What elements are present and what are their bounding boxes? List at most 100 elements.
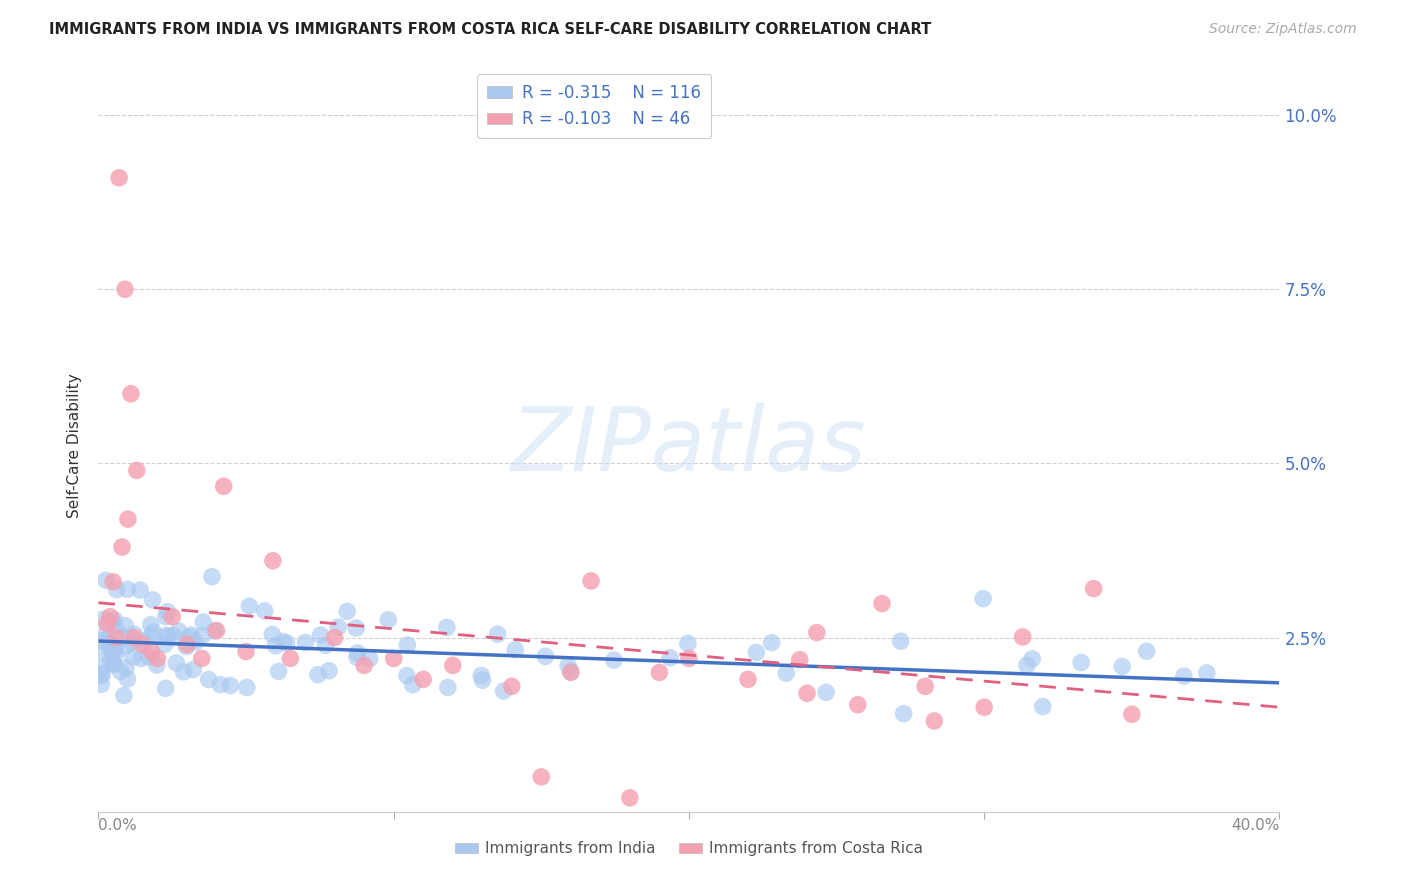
Point <box>1070 656 1092 670</box>
Point <box>146 651 169 665</box>
Point <box>155 681 177 696</box>
Point <box>191 651 214 665</box>
Point <box>267 665 290 679</box>
Text: Source: ZipAtlas.com: Source: ZipAtlas.com <box>1209 22 1357 37</box>
Point <box>264 639 287 653</box>
Point <box>914 679 936 693</box>
Point <box>212 479 235 493</box>
Point <box>179 630 201 644</box>
Point <box>1021 652 1043 666</box>
Point <box>262 627 284 641</box>
Point <box>197 673 219 687</box>
Point <box>534 649 557 664</box>
Point <box>122 650 145 665</box>
Text: 0.0%: 0.0% <box>98 818 138 832</box>
Point <box>155 609 177 624</box>
Point <box>98 636 121 650</box>
Point <box>112 630 135 644</box>
Point <box>108 170 131 185</box>
Point <box>676 636 699 650</box>
Point <box>94 627 117 641</box>
Point <box>557 658 579 673</box>
Point <box>165 656 187 670</box>
Point <box>437 681 460 695</box>
Point <box>359 651 381 665</box>
Point <box>219 678 242 692</box>
Point <box>471 673 494 688</box>
Point <box>90 634 112 648</box>
Point <box>90 666 112 681</box>
Legend: Immigrants from India, Immigrants from Costa Rica: Immigrants from India, Immigrants from C… <box>449 836 929 863</box>
Point <box>271 634 294 648</box>
Point <box>138 650 160 665</box>
Point <box>132 634 155 648</box>
Point <box>205 624 228 638</box>
Point <box>492 684 515 698</box>
Point <box>90 668 112 682</box>
Point <box>382 651 405 665</box>
Point <box>90 677 112 691</box>
Point <box>176 640 198 654</box>
Point <box>117 672 139 686</box>
Point <box>114 618 136 632</box>
Point <box>129 651 152 665</box>
Point <box>806 625 828 640</box>
Point <box>870 597 893 611</box>
Point <box>193 615 215 629</box>
Point <box>1121 707 1143 722</box>
Point <box>121 636 143 650</box>
Point <box>972 591 994 606</box>
Point <box>395 668 418 682</box>
Point <box>1136 644 1159 658</box>
Point <box>789 653 811 667</box>
Point <box>105 582 128 597</box>
Point <box>560 665 582 680</box>
Point <box>603 653 626 667</box>
Point <box>141 644 163 658</box>
Point <box>103 574 125 589</box>
Point <box>236 681 259 695</box>
Point <box>659 650 682 665</box>
Point <box>560 665 582 679</box>
Point <box>470 668 492 682</box>
Point <box>579 574 602 588</box>
Point <box>280 651 302 665</box>
Point <box>1015 658 1038 673</box>
Point <box>122 631 145 645</box>
Point <box>117 512 139 526</box>
Point <box>619 790 641 805</box>
Point <box>184 635 207 649</box>
Point <box>737 673 759 687</box>
Point <box>486 627 509 641</box>
Point <box>344 621 367 635</box>
Point <box>132 638 155 652</box>
Point <box>111 540 134 554</box>
Point <box>156 605 179 619</box>
Point <box>114 282 136 296</box>
Point <box>336 604 359 618</box>
Text: ZIPatlas: ZIPatlas <box>512 403 866 489</box>
Point <box>294 635 316 649</box>
Point <box>396 638 419 652</box>
Point <box>96 616 118 631</box>
Point <box>501 679 523 693</box>
Y-axis label: Self-Care Disability: Self-Care Disability <box>67 374 83 518</box>
Point <box>503 642 526 657</box>
Point <box>1111 659 1133 673</box>
Point <box>98 609 121 624</box>
Point <box>648 665 671 680</box>
Point <box>117 582 139 597</box>
Point <box>162 629 184 643</box>
Point <box>276 636 298 650</box>
Point <box>103 613 125 627</box>
Point <box>93 612 115 626</box>
Point <box>110 665 132 679</box>
Point <box>973 700 995 714</box>
Point <box>103 657 125 671</box>
Point <box>441 658 464 673</box>
Point <box>129 583 152 598</box>
Point <box>761 635 783 649</box>
Text: 40.0%: 40.0% <box>1232 818 1279 832</box>
Point <box>235 644 257 658</box>
Point <box>307 667 329 681</box>
